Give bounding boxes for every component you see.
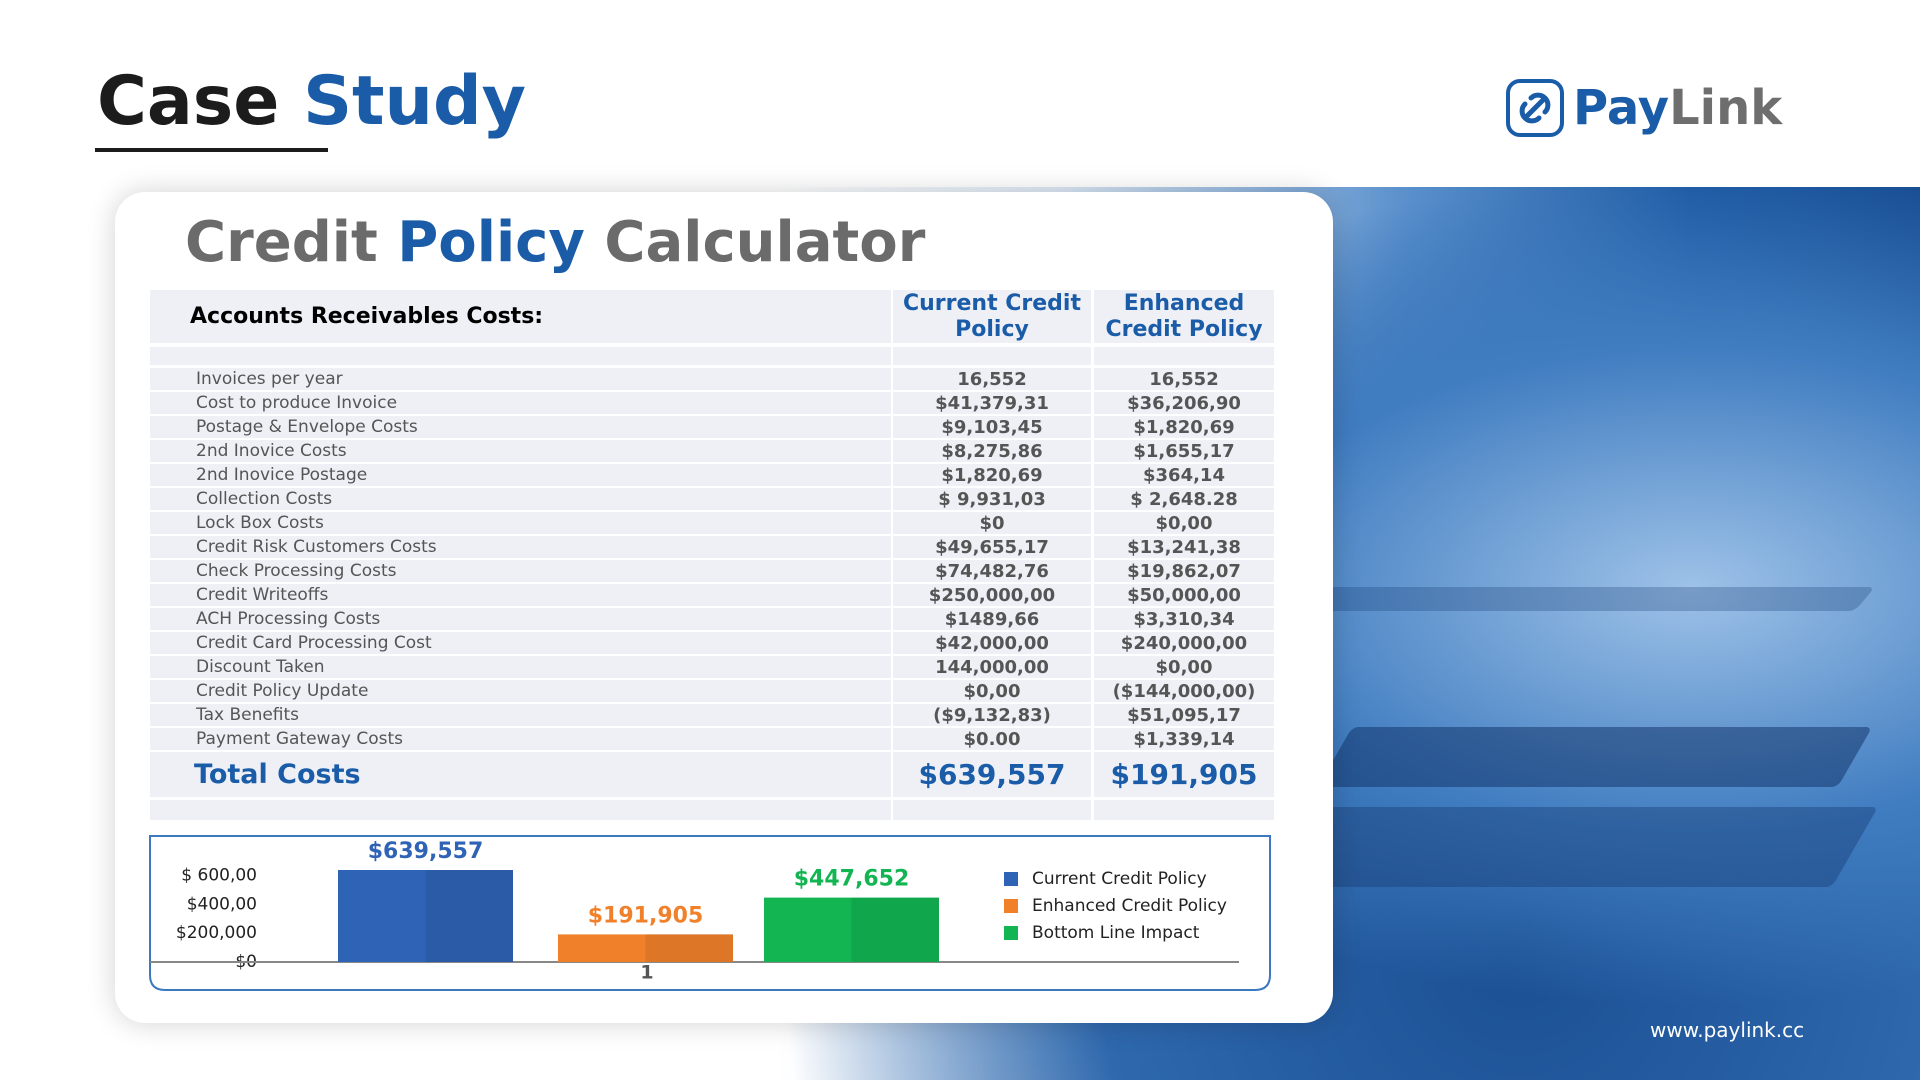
footer-url: www.paylink.cc: [1650, 1018, 1805, 1042]
row-value: $50,000,00: [1094, 584, 1274, 606]
row-value: $1,820,69: [893, 464, 1091, 486]
y-tick-label: $ 600,00: [181, 866, 257, 886]
row-value: $41,379,31: [893, 392, 1091, 414]
spacer-row: [150, 347, 891, 365]
row-value: $8,275,86: [893, 440, 1091, 462]
row-value: $0: [893, 512, 1091, 534]
row-value: ($9,132,83): [893, 704, 1091, 726]
total-value: $191,905: [1094, 752, 1274, 797]
row-value: $36,206,90: [1094, 392, 1274, 414]
spacer-row: [150, 800, 891, 820]
keyboard-shape: [1317, 727, 1873, 787]
row-value: $ 9,931,03: [893, 488, 1091, 510]
row-value: $0.00: [893, 728, 1091, 750]
spacer-row: [1094, 347, 1274, 365]
row-value: $3,310,34: [1094, 608, 1274, 630]
value-label: $191,905: [588, 903, 704, 928]
spacer-row: [893, 347, 1091, 365]
row-label: Postage & Envelope Costs: [150, 416, 891, 438]
row-value: $51,095,17: [1094, 704, 1274, 726]
legend-swatch: [1004, 872, 1018, 886]
value-label: $447,652: [794, 867, 910, 892]
row-value: $ 2,648.28: [1094, 488, 1274, 510]
row-value: 16,552: [893, 368, 1091, 390]
row-value: $1,820,69: [1094, 416, 1274, 438]
row-value: $19,862,07: [1094, 560, 1274, 582]
row-value: $74,482,76: [893, 560, 1091, 582]
spacer-row: [1094, 800, 1274, 820]
section-label: Accounts Receivables Costs:: [150, 290, 891, 343]
logo-icon: [1506, 79, 1564, 137]
x-tick-label: 1: [640, 962, 653, 984]
chart: $ 600,00$400,00$200,000$0 1$639,557$191,9…: [149, 835, 1271, 991]
bar: [558, 934, 733, 962]
keyboard-shape: [1271, 807, 1879, 887]
column-header: Enhanced Credit Policy: [1094, 290, 1274, 343]
total-label: Total Costs: [150, 752, 891, 797]
bar: [764, 897, 939, 962]
row-value: $250,000,00: [893, 584, 1091, 606]
row-value: $9,103,45: [893, 416, 1091, 438]
legend-label: Bottom Line Impact: [1032, 923, 1200, 943]
row-label: ACH Processing Costs: [150, 608, 891, 630]
value-label: $639,557: [368, 839, 484, 864]
row-label: Invoices per year: [150, 368, 891, 390]
row-label: 2nd Inovice Postage: [150, 464, 891, 486]
row-value: $13,241,38: [1094, 536, 1274, 558]
spacer-row: [893, 800, 1091, 820]
row-value: $0,00: [893, 680, 1091, 702]
row-value: $1489,66: [893, 608, 1091, 630]
row-label: Tax Benefits: [150, 704, 891, 726]
row-label: Lock Box Costs: [150, 512, 891, 534]
legend-swatch: [1004, 899, 1018, 913]
row-value: $0,00: [1094, 656, 1274, 678]
title-word: Study: [303, 62, 526, 141]
total-value: $639,557: [893, 752, 1091, 797]
column-header: Current Credit Policy: [893, 290, 1091, 343]
card-title: Credit Policy Calculator: [185, 210, 925, 275]
logo-word: Pay: [1573, 80, 1670, 136]
row-value: $49,655,17: [893, 536, 1091, 558]
row-label: Credit Risk Customers Costs: [150, 536, 891, 558]
row-label: Check Processing Costs: [150, 560, 891, 582]
bar-shade: [645, 934, 733, 962]
bar-shade: [425, 870, 513, 962]
row-value: $364,14: [1094, 464, 1274, 486]
logo: PayLink: [1505, 78, 1782, 138]
y-tick-label: $200,000: [176, 923, 257, 943]
row-value: $0,00: [1094, 512, 1274, 534]
title-word: Case: [97, 62, 280, 141]
row-label: Credit Card Processing Cost: [150, 632, 891, 654]
legend-swatch: [1004, 926, 1018, 940]
legend-label: Enhanced Credit Policy: [1032, 896, 1227, 916]
logo-text: PayLink: [1573, 80, 1782, 136]
card-title-word: Calculator: [604, 210, 926, 275]
row-label: Cost to produce Invoice: [150, 392, 891, 414]
row-label: Discount Taken: [150, 656, 891, 678]
row-value: $1,655,17: [1094, 440, 1274, 462]
row-value: ($144,000,00): [1094, 680, 1274, 702]
row-label: Payment Gateway Costs: [150, 728, 891, 750]
title-underline: [95, 148, 328, 152]
page-title: Case Study: [97, 62, 526, 141]
legend-label: Current Credit Policy: [1032, 869, 1207, 889]
y-tick-label: $400,00: [187, 894, 257, 914]
row-value: $1,339,14: [1094, 728, 1274, 750]
bar: [338, 870, 513, 962]
row-label: Collection Costs: [150, 488, 891, 510]
row-label: 2nd Inovice Costs: [150, 440, 891, 462]
row-value: $240,000,00: [1094, 632, 1274, 654]
card-title-word: Credit: [185, 210, 378, 275]
row-label: Credit Policy Update: [150, 680, 891, 702]
row-value: 144,000,00: [893, 656, 1091, 678]
bar-shade: [851, 897, 939, 962]
row-label: Credit Writeoffs: [150, 584, 891, 606]
row-value: $42,000,00: [893, 632, 1091, 654]
row-value: 16,552: [1094, 368, 1274, 390]
logo-word: Link: [1669, 80, 1783, 136]
card-title-word: Policy: [397, 210, 585, 275]
